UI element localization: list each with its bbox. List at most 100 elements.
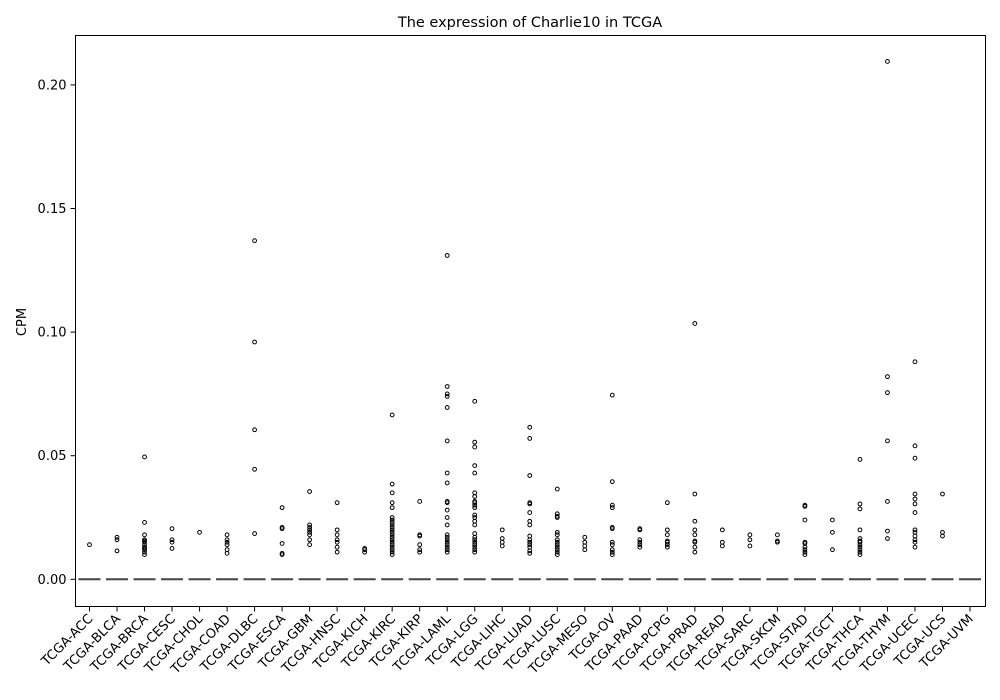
outlier-point bbox=[334, 532, 340, 538]
outlier-point bbox=[444, 547, 450, 553]
outlier-point bbox=[802, 549, 808, 555]
outlier-point bbox=[472, 544, 478, 550]
outlier-point bbox=[609, 502, 615, 508]
outlier-point bbox=[444, 405, 450, 410]
outlier-point bbox=[664, 532, 670, 538]
outlier-point bbox=[912, 359, 918, 365]
outlier-point bbox=[334, 539, 340, 545]
outlier-point bbox=[554, 544, 560, 550]
outlier-point bbox=[362, 547, 368, 553]
outlier-point bbox=[472, 494, 478, 499]
outlier-point bbox=[389, 522, 395, 528]
outlier-point bbox=[802, 503, 808, 509]
outlier-point bbox=[554, 486, 560, 492]
outlier-point bbox=[389, 515, 395, 520]
outlier-point bbox=[857, 501, 863, 507]
outlier-point bbox=[472, 547, 478, 553]
outlier-point bbox=[912, 455, 918, 461]
y-tick-label: 0.05 bbox=[38, 449, 67, 464]
outlier-point bbox=[802, 517, 808, 523]
outlier-point bbox=[252, 339, 257, 345]
outlier-point bbox=[169, 537, 175, 543]
outlier-point bbox=[417, 542, 423, 548]
outlier-point bbox=[334, 527, 340, 533]
outlier-point bbox=[389, 537, 395, 543]
outlier-point bbox=[527, 550, 533, 556]
outlier-point bbox=[554, 549, 560, 555]
outlier-point bbox=[554, 552, 560, 557]
outlier-point bbox=[472, 505, 478, 511]
outlier-point bbox=[444, 515, 450, 520]
outlier-point bbox=[472, 522, 478, 528]
outlier-point bbox=[114, 548, 120, 554]
outlier-point bbox=[609, 552, 615, 557]
y-tick-label: 0.00 bbox=[38, 573, 67, 588]
outlier-point bbox=[802, 552, 808, 557]
outlier-point bbox=[857, 539, 863, 545]
outlier-point bbox=[692, 518, 698, 524]
outlier-point bbox=[444, 384, 450, 389]
outlier-point bbox=[444, 480, 450, 486]
outlier-point bbox=[444, 542, 450, 548]
outlier-point bbox=[637, 527, 643, 533]
outlier-point bbox=[857, 549, 863, 555]
outlier-point bbox=[637, 542, 643, 548]
outlier-point bbox=[307, 527, 313, 533]
outlier-point bbox=[527, 548, 533, 554]
outlier-point bbox=[224, 539, 230, 545]
outlier-point bbox=[637, 544, 643, 550]
outlier-point bbox=[444, 438, 450, 444]
outlier-point bbox=[389, 500, 395, 506]
outlier-point bbox=[940, 491, 945, 497]
outlier-point bbox=[885, 499, 890, 504]
outlier-point bbox=[857, 506, 863, 512]
outlier-point bbox=[444, 534, 450, 540]
outlier-point bbox=[664, 544, 670, 550]
outlier-point bbox=[142, 520, 147, 525]
outlier-point bbox=[527, 542, 533, 548]
outlier-point bbox=[692, 321, 698, 326]
outlier-point bbox=[472, 439, 478, 445]
outlier-point bbox=[252, 427, 257, 433]
outlier-point bbox=[857, 544, 863, 550]
outlier-point bbox=[389, 547, 395, 553]
outlier-point bbox=[417, 549, 423, 555]
outlier-point bbox=[857, 457, 863, 462]
outlier-point bbox=[279, 552, 285, 557]
outlier-point bbox=[197, 529, 202, 535]
outlier-point bbox=[609, 392, 615, 398]
outlier-point bbox=[389, 532, 395, 538]
outlier-point bbox=[114, 534, 120, 540]
outlier-point bbox=[857, 552, 863, 557]
outlier-point bbox=[362, 549, 368, 555]
outlier-point bbox=[527, 424, 533, 430]
outlier-point bbox=[912, 527, 918, 533]
outlier-point bbox=[389, 549, 395, 555]
outlier-point bbox=[472, 534, 478, 540]
plot-frame bbox=[75, 35, 986, 607]
outlier-point bbox=[307, 522, 313, 528]
outlier-point bbox=[389, 527, 395, 533]
outlier-point bbox=[417, 547, 423, 553]
outlier-point bbox=[692, 532, 698, 538]
outlier-point bbox=[389, 542, 395, 548]
outlier-point bbox=[472, 398, 478, 404]
outlier-point bbox=[609, 539, 615, 545]
outlier-point bbox=[444, 522, 450, 528]
outlier-point bbox=[224, 532, 230, 538]
outlier-point bbox=[389, 520, 395, 525]
outlier-point bbox=[609, 505, 615, 511]
outlier-point bbox=[142, 538, 147, 544]
outlier-point bbox=[444, 544, 450, 550]
outlier-point bbox=[692, 527, 698, 533]
outlier-point bbox=[279, 505, 285, 511]
outlier-point bbox=[582, 534, 588, 540]
outlier-point bbox=[912, 501, 918, 507]
y-tick-label: 0.20 bbox=[38, 78, 67, 93]
outlier-point bbox=[609, 549, 615, 555]
outlier-point bbox=[774, 532, 780, 538]
outlier-point bbox=[527, 537, 533, 543]
outlier-point bbox=[830, 517, 835, 523]
outlier-point bbox=[499, 527, 505, 533]
